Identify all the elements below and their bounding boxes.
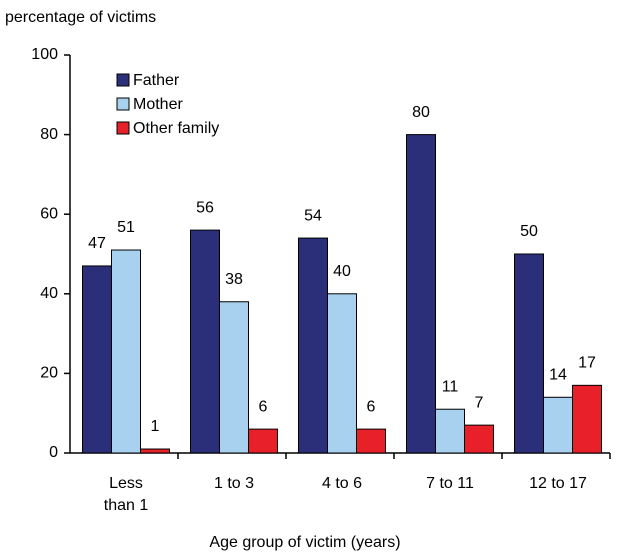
value-label: 80 [412,104,430,121]
bar [298,237,328,454]
bar [464,424,494,454]
value-label: 7 [475,394,484,411]
x-tick-label: 12 to 17 [529,475,587,492]
bar [435,408,465,454]
y-tick-label: 60 [40,205,58,222]
bar [356,428,386,454]
x-tick-label: 4 to 6 [321,475,363,492]
bar [190,229,220,454]
bar [543,396,573,454]
legend-swatch [116,121,130,135]
value-label: 1 [151,418,160,435]
y-tick-label: 20 [40,365,58,382]
value-label: 6 [367,398,376,415]
bar [406,134,436,454]
x-tick-label: Less than 1 [103,475,149,514]
legend-swatch [116,73,130,87]
y-tick-label: 0 [49,444,58,461]
value-label: 38 [225,271,243,288]
legend-label: Father [133,72,180,89]
value-label: 50 [520,223,538,240]
value-label: 51 [117,219,135,236]
value-label: 14 [549,366,567,383]
value-label: 40 [333,263,351,280]
y-tick-label: 80 [40,126,58,143]
value-label: 47 [88,235,106,252]
legend-swatch [116,97,130,111]
bar [327,293,357,454]
legend-label: Other family [133,120,219,137]
bar [219,301,249,454]
bar [248,428,278,454]
x-tick-label: 1 to 3 [213,475,255,492]
x-tick-label: 7 to 11 [426,475,474,492]
value-label: 11 [442,378,459,395]
legend-label: Mother [133,96,183,113]
bar [82,265,112,454]
x-axis-title: Age group of victim (years) [209,534,400,551]
bar [140,448,170,454]
value-label: 6 [259,398,268,415]
value-label: 17 [578,355,596,372]
y-tick-label: 40 [40,285,58,302]
value-label: 54 [304,207,322,224]
bar [514,253,544,454]
bar [572,384,602,454]
y-tick-label: 100 [31,46,58,63]
y-axis-title: percentage of victims [5,9,156,26]
value-label: 56 [196,199,214,216]
bar [111,249,141,454]
